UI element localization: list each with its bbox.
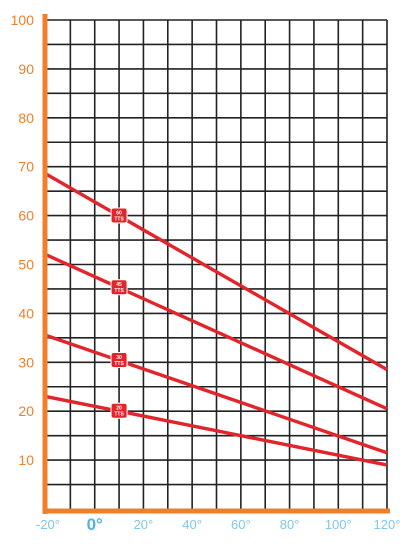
y-tick-label: 60	[18, 208, 34, 224]
y-tick-label: 10	[18, 452, 34, 468]
x-tick-label: 100°	[325, 517, 352, 532]
x-tick-label: 120°	[374, 517, 401, 532]
x-tick-label: 80°	[280, 517, 300, 532]
grid	[46, 19, 388, 509]
y-tick-label: 80	[18, 110, 34, 126]
series-badge-box	[110, 279, 128, 296]
series-badge-value: 60	[116, 210, 122, 216]
series-badge-value: 45	[116, 282, 122, 288]
y-tick-label: 50	[18, 257, 34, 273]
series-badge-unit: TTS	[114, 288, 124, 294]
series-badge-unit: TTS	[114, 361, 124, 367]
axes	[42, 14, 390, 514]
series-group	[45, 172, 388, 467]
y-tick-label: 40	[18, 305, 34, 321]
y-tick-label: 90	[18, 61, 34, 77]
series-badge-unit: TTS	[114, 412, 124, 418]
series-line-20	[45, 394, 388, 467]
series-badge-value: 30	[116, 355, 122, 361]
series-line-45	[45, 253, 388, 411]
series-badge-box	[110, 207, 128, 224]
y-tick-labels: 10 20 30 40 50 60 70 80 90 100	[11, 12, 35, 468]
x-tick-labels: -20° 0° 20° 40° 60° 80° 100° 120°	[36, 515, 400, 534]
series-badge-box	[110, 352, 128, 369]
x-tick-label: 40°	[182, 517, 202, 532]
y-tick-label: 20	[18, 403, 34, 419]
series-line-60	[45, 172, 388, 372]
x-tick-label: 60°	[231, 517, 251, 532]
x-tick-label: -20°	[36, 517, 60, 532]
y-tick-label: 30	[18, 354, 34, 370]
y-tick-label: 100	[11, 12, 35, 28]
series-badge-box	[110, 402, 128, 419]
y-tick-label: 70	[18, 159, 34, 175]
series-line-30	[45, 333, 388, 455]
series-badge-value: 20	[116, 406, 122, 412]
x-tick-label: 0°	[87, 515, 103, 534]
series-badge-unit: TTS	[114, 216, 124, 222]
x-tick-label: 20°	[134, 517, 154, 532]
